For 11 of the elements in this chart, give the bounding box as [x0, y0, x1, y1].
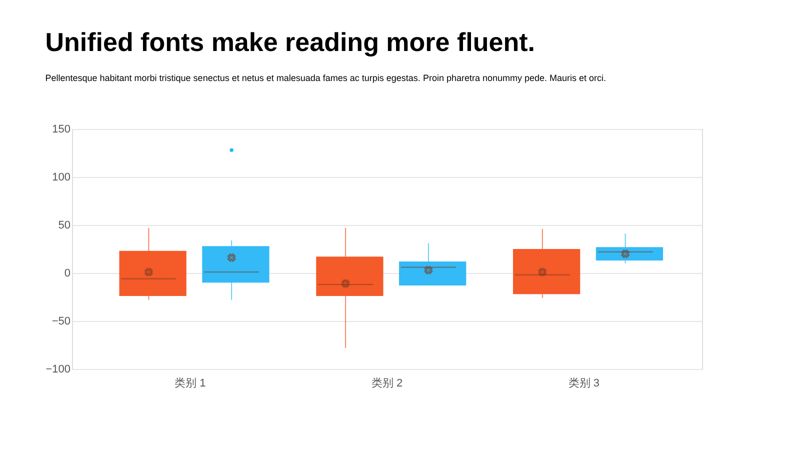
y-tick-label: 100 — [52, 172, 70, 184]
chart-subtitle: Pellentesque habitant morbi tristique senectus et netus et malesuada fames ac turpis egestas. Proin pharetra nonummy pede. Mauris et orci. — [45, 73, 606, 83]
x-tick-label: 类别 1 — [174, 376, 206, 390]
y-tick-label: 50 — [58, 220, 70, 232]
chart-title: Unified fonts make reading more fluent. — [45, 27, 535, 57]
y-tick-label: −50 — [52, 316, 70, 328]
x-tick-label: 类别 2 — [371, 376, 403, 390]
y-tick-label: 150 — [52, 124, 70, 136]
y-tick-label: 0 — [64, 268, 70, 280]
y-tick-label: −100 — [46, 364, 70, 376]
x-tick-label: 类别 3 — [568, 376, 600, 390]
